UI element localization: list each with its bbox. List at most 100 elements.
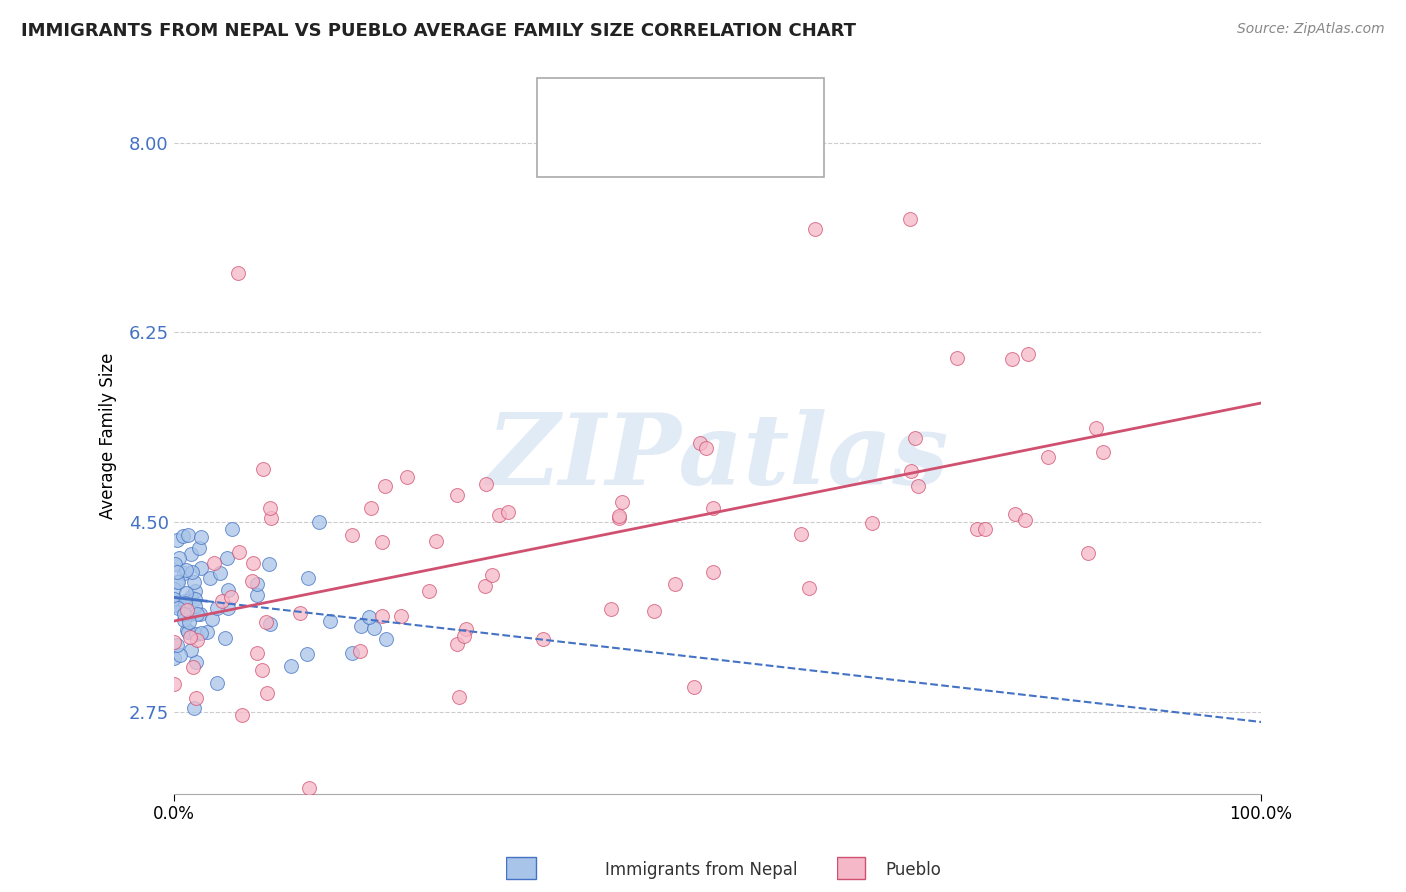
Point <box>695 441 717 455</box>
Point <box>217 600 239 615</box>
Point <box>231 708 253 723</box>
Point <box>163 677 186 691</box>
Point <box>184 691 207 706</box>
Point <box>446 637 468 651</box>
FancyBboxPatch shape <box>537 78 824 178</box>
Point <box>966 522 988 536</box>
Point <box>221 522 243 536</box>
Point <box>946 351 969 365</box>
Point <box>195 624 218 639</box>
Point <box>246 588 269 602</box>
Point <box>188 607 211 622</box>
Point <box>169 648 191 662</box>
Point <box>860 516 883 530</box>
Point <box>256 686 278 700</box>
Point <box>179 630 201 644</box>
Point <box>259 616 281 631</box>
Point <box>173 613 195 627</box>
Point <box>259 501 281 516</box>
Point <box>173 607 195 621</box>
Point <box>371 535 394 549</box>
Point <box>683 681 706 695</box>
Point <box>340 528 363 542</box>
Point <box>188 541 211 555</box>
Point <box>242 556 264 570</box>
Point <box>799 581 821 595</box>
Point <box>166 565 188 579</box>
Point <box>173 566 195 581</box>
Point <box>702 566 724 580</box>
Point <box>184 592 207 607</box>
Point <box>898 211 921 226</box>
Point <box>319 614 342 628</box>
Point <box>1017 347 1039 361</box>
Point <box>790 526 813 541</box>
Point <box>166 533 188 547</box>
Point <box>702 500 724 515</box>
Point <box>174 585 197 599</box>
Point <box>297 571 319 585</box>
Point <box>349 644 371 658</box>
Point <box>166 639 188 653</box>
Point <box>215 551 238 566</box>
Y-axis label: Average Family Size: Average Family Size <box>100 352 117 519</box>
Text: N =: N = <box>711 95 748 112</box>
Point <box>612 495 634 509</box>
Point <box>205 676 228 690</box>
Point <box>163 599 186 613</box>
Point <box>166 596 188 610</box>
Text: -0.107: -0.107 <box>631 95 692 112</box>
Point <box>169 599 191 614</box>
Point <box>166 574 188 589</box>
Point <box>664 577 686 591</box>
Point <box>395 470 418 484</box>
Point <box>350 619 373 633</box>
Point <box>181 565 204 579</box>
Point <box>177 528 200 542</box>
Point <box>389 608 412 623</box>
Point <box>180 547 202 561</box>
Point <box>363 621 385 635</box>
Point <box>1014 513 1036 527</box>
Text: N =: N = <box>711 143 748 161</box>
Point <box>162 634 184 648</box>
Point <box>242 574 264 588</box>
Text: Pueblo: Pueblo <box>886 861 942 879</box>
Point <box>183 701 205 715</box>
Point <box>190 561 212 575</box>
Point <box>177 615 200 629</box>
Point <box>165 597 187 611</box>
Point <box>246 577 269 591</box>
Point <box>211 594 233 608</box>
Point <box>163 650 186 665</box>
Point <box>607 509 630 524</box>
Point <box>163 582 186 597</box>
Point <box>496 505 519 519</box>
Point <box>200 571 222 585</box>
Point <box>475 477 498 491</box>
Point <box>190 529 212 543</box>
Point <box>186 632 208 647</box>
Point <box>446 488 468 502</box>
Text: Immigrants from Nepal: Immigrants from Nepal <box>605 861 797 879</box>
Point <box>260 511 283 525</box>
Point <box>374 479 396 493</box>
Point <box>250 663 273 677</box>
Point <box>600 602 623 616</box>
Point <box>1038 450 1060 464</box>
Point <box>174 563 197 577</box>
Point <box>1091 444 1114 458</box>
Point <box>1077 546 1099 560</box>
Bar <box>837 857 865 879</box>
Point <box>228 266 250 280</box>
Point <box>453 629 475 643</box>
Point <box>359 610 381 624</box>
Point <box>228 545 250 559</box>
Bar <box>543 85 579 122</box>
Point <box>183 575 205 590</box>
Point <box>246 646 269 660</box>
Point <box>201 612 224 626</box>
Point <box>607 511 630 525</box>
Text: IMMIGRANTS FROM NEPAL VS PUEBLO AVERAGE FAMILY SIZE CORRELATION CHART: IMMIGRANTS FROM NEPAL VS PUEBLO AVERAGE … <box>21 22 856 40</box>
Text: R =: R = <box>588 143 623 161</box>
